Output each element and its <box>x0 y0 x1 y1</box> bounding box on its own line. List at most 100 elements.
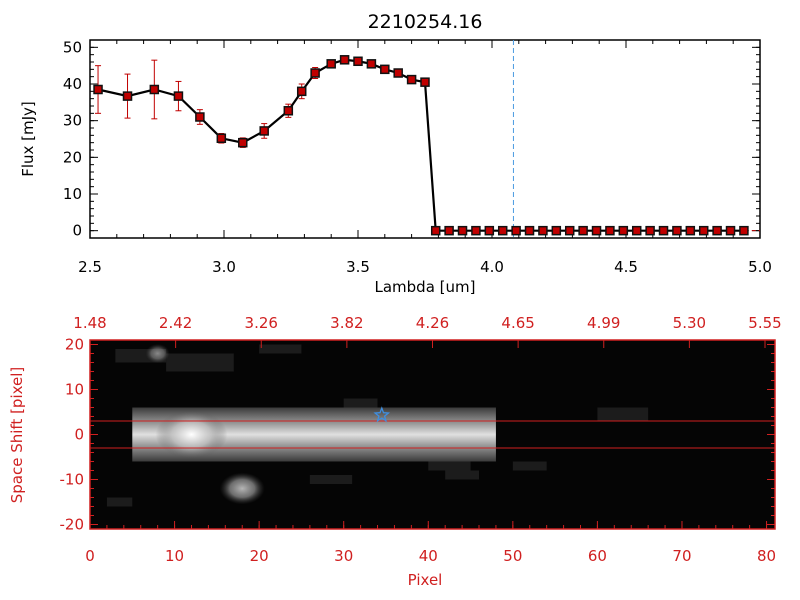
bottom-x-tick-label: 50 <box>503 547 522 565</box>
top-wavelength-tick-label: 1.48 <box>73 314 106 332</box>
bottom-y-tick-label: -20 <box>60 516 85 534</box>
data-point <box>605 225 615 236</box>
bottom-x-axis-label: Pixel <box>408 571 443 589</box>
top-wavelength-tick-label: 4.65 <box>501 314 534 332</box>
data-point <box>618 225 629 236</box>
data-point <box>420 77 430 87</box>
star-marker <box>373 406 391 423</box>
data-point <box>471 225 481 236</box>
data-point <box>195 112 205 122</box>
bottom-x-tick-label: 40 <box>419 547 438 565</box>
top-wavelength-tick-label: 5.30 <box>673 314 706 332</box>
flux-series <box>93 55 760 236</box>
noise-patch <box>428 461 471 471</box>
noise-patch <box>597 407 649 421</box>
top-x-tick-label: 3.5 <box>346 258 370 276</box>
top-y-tick-label: 40 <box>63 75 82 93</box>
data-point <box>645 225 655 236</box>
data-point <box>511 225 521 236</box>
data-point <box>578 225 588 236</box>
data-point <box>406 74 417 85</box>
bottom-y-tick-label: -10 <box>60 471 85 489</box>
data-point <box>283 106 294 116</box>
data-point <box>698 225 709 236</box>
data-point <box>353 56 363 67</box>
data-point <box>725 225 736 236</box>
data-point <box>238 137 248 148</box>
top-x-tick-label: 4.5 <box>614 258 638 276</box>
data-point <box>93 84 103 95</box>
data-point <box>149 84 160 95</box>
data-point <box>551 225 562 236</box>
bottom-y-tick-label: 20 <box>65 336 84 354</box>
top-wavelength-tick-label: 3.82 <box>330 314 363 332</box>
top-wavelength-tick-label: 2.42 <box>159 314 192 332</box>
data-point <box>444 225 454 236</box>
top-y-tick-label: 50 <box>63 38 82 56</box>
top-x-tick-label: 2.5 <box>78 258 102 276</box>
bottom-x-tick-label: 20 <box>250 547 269 565</box>
flux-blob <box>145 343 170 364</box>
data-point <box>310 68 320 78</box>
data-point <box>216 133 227 144</box>
top-chart-title: 2210254.16 <box>368 11 483 33</box>
data-point <box>631 225 642 236</box>
data-point <box>393 68 403 78</box>
top-x-tick-label: 3.0 <box>212 258 236 276</box>
heatmap-content <box>106 343 649 507</box>
top-axis-ticks: 2.5 3.0 3.5 4.0 4.5 5.0 0 10 20 30 40 50 <box>63 38 772 276</box>
data-point <box>739 225 749 236</box>
data-point <box>712 225 722 236</box>
flux-blob <box>219 472 265 505</box>
bottom-x-tick-label: 60 <box>588 547 607 565</box>
top-wavelength-tick-label: 4.99 <box>587 314 620 332</box>
top-y-axis-label: Flux [mJy] <box>19 101 37 177</box>
data-point <box>658 225 669 236</box>
bottom-y-tick-label: 0 <box>74 426 84 444</box>
data-point <box>564 225 575 236</box>
bottom-x-tick-label: 0 <box>85 547 95 565</box>
data-point <box>497 225 508 236</box>
data-point <box>457 225 468 236</box>
bottom-x-tick-label: 80 <box>757 547 776 565</box>
aperture-lines <box>90 420 775 449</box>
data-point <box>538 225 548 236</box>
top-plot-frame <box>89 39 761 239</box>
star-marker-group <box>373 406 391 423</box>
data-point <box>430 225 441 236</box>
top-y-tick-label: 10 <box>63 185 82 203</box>
noise-patch <box>512 461 547 471</box>
bottom-x-tick-label: 30 <box>334 547 353 565</box>
data-point <box>326 59 336 69</box>
top-y-tick-label: 20 <box>63 148 82 166</box>
data-point <box>484 225 495 236</box>
top-wavelength-tick-label: 3.26 <box>245 314 278 332</box>
bottom-x-tick-label: 70 <box>672 547 691 565</box>
data-point <box>259 126 269 136</box>
data-point <box>296 86 307 97</box>
top-wavelength-tick-label: 5.55 <box>748 314 781 332</box>
top-x-tick-label: 5.0 <box>748 258 772 276</box>
data-point <box>685 225 696 236</box>
bottom-y-axis-label: Space Shift [pixel] <box>8 367 26 504</box>
bottom-x-tick-label: 10 <box>165 547 184 565</box>
noise-patch <box>106 497 133 507</box>
top-x-tick-label: 4.0 <box>480 258 504 276</box>
noise-patch <box>166 353 234 372</box>
data-point <box>672 225 682 236</box>
data-point <box>122 91 133 101</box>
data-point <box>173 91 184 101</box>
heatmap-axis-ticks: 0 10 20 30 40 50 60 70 80 1.48 2.42 3.26 3.82 4.26 4.6… <box>60 314 782 565</box>
noise-patch <box>309 475 353 484</box>
data-point <box>524 225 535 236</box>
noise-patch <box>445 470 480 480</box>
noise-patch <box>259 344 302 354</box>
data-point <box>366 59 377 69</box>
top-y-tick-label: 0 <box>72 222 82 240</box>
data-point <box>339 55 350 65</box>
top-x-axis-label: Lambda [um] <box>375 278 476 296</box>
flux-blob <box>155 410 228 459</box>
data-point <box>591 225 602 236</box>
